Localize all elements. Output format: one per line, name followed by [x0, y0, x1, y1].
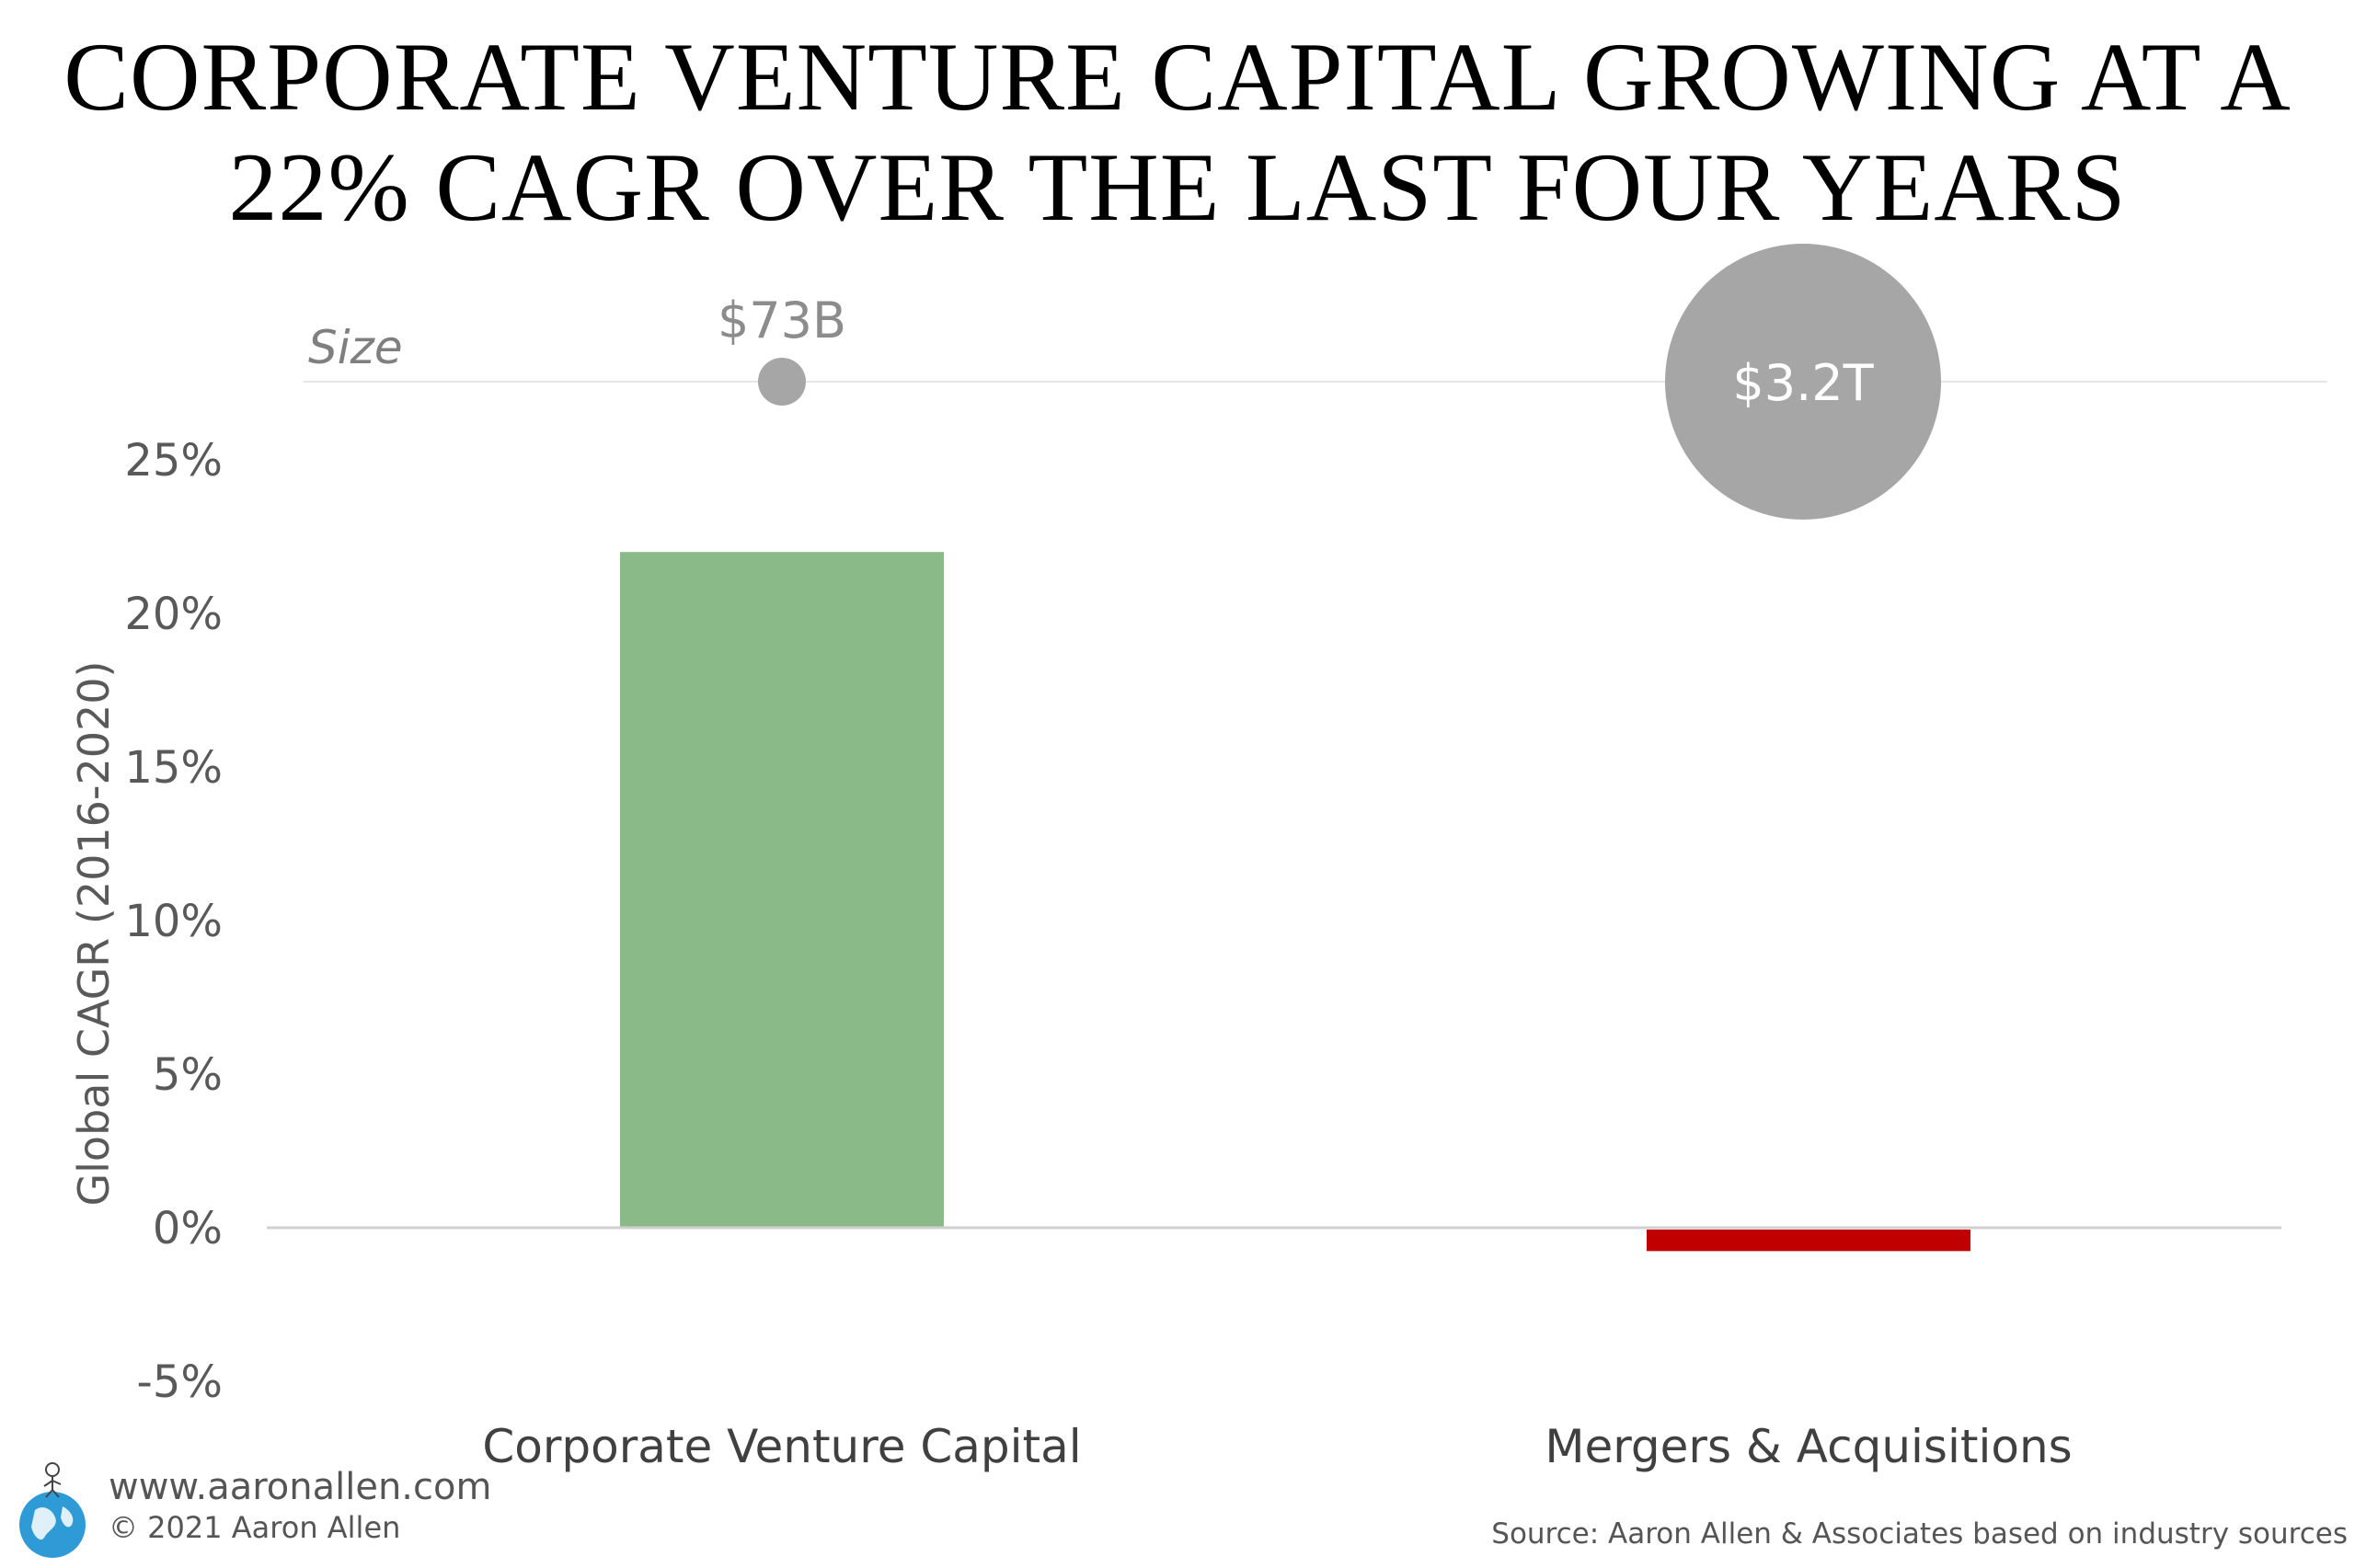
chart-title: CORPORATE VENTURE CAPITAL GROWING AT A 2… [0, 22, 2355, 243]
chart-title-line-1: CORPORATE VENTURE CAPITAL GROWING AT A [63, 23, 2292, 131]
y-tick-label: 25% [124, 435, 223, 486]
footer-credits: www.aaronallen.com © 2021 Aaron Allen [109, 1466, 491, 1547]
y-tick-label: 20% [124, 589, 223, 640]
size-row-label: Size [308, 321, 403, 374]
y-tick-label: 0% [153, 1203, 223, 1254]
size-bubble-label: $73B [718, 292, 846, 349]
bars [620, 552, 1970, 1252]
y-tick-label: 5% [153, 1049, 223, 1101]
source-note: Source: Aaron Allen & Associates based o… [1491, 1517, 2348, 1551]
y-tick-label: 10% [124, 896, 223, 947]
x-tick-label: Mergers & Acquisitions [1545, 1420, 2072, 1473]
bar-mergers-acquisitions [1647, 1230, 1970, 1252]
globe-logo-icon [11, 1453, 94, 1563]
y-tick-label: 15% [124, 742, 223, 794]
size-bubble-label: $3.2T [1732, 354, 1874, 412]
footer-url-link[interactable]: www.aaronallen.com [109, 1466, 492, 1508]
y-tick-label: -5% [137, 1356, 223, 1408]
y-axis-ticks: 25% 20% 15% 10% 5% 0% -5% [124, 435, 223, 1408]
size-bubble [758, 358, 806, 406]
footer-copyright: © 2021 Aaron Allen [109, 1510, 401, 1545]
bar-corporate-venture-capital [620, 552, 944, 1228]
y-axis-title: Global CAGR (2016-2020) [69, 661, 119, 1207]
x-tick-label: Corporate Venture Capital [482, 1420, 1081, 1473]
x-axis-labels: Corporate Venture Capital Mergers & Acqui… [482, 1420, 2072, 1473]
chart-title-line-2: 22% CAGR OVER THE LAST FOUR YEARS [228, 133, 2127, 241]
size-bubbles: $73B $3.2T [718, 244, 1941, 520]
size-bubble [1665, 244, 1941, 520]
